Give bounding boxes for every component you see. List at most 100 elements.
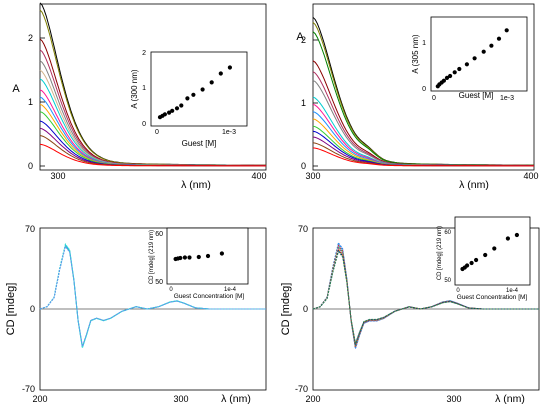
inset-plot: 0 1 0 1e-3 Guest [M] A (305 nm) [411,16,528,102]
inset-x-tick-label: 0 [169,287,173,293]
inset-y-tick-label: 60 [155,231,163,238]
inset-frame [454,216,531,286]
inset-y-tick-label: 1 [142,85,146,92]
cd-line [39,242,266,349]
inset-point [492,246,497,251]
y-tick-label: 0 [301,161,306,171]
inset-y-tick-label: 50 [444,278,451,284]
panel-uv-300: 2 1 0 300 400 A λ (nm) 0 1 2 0 1e-3 Gues… [12,2,267,191]
inset-x-tick-label: 1e-3 [222,129,236,136]
inset-point [209,80,214,85]
spectra-series [39,2,267,167]
inset-point [505,236,510,241]
x-tick-label: 300 [173,394,188,404]
cd-series [312,241,539,349]
inset-points [435,28,509,89]
inset-point [196,254,201,260]
inset-x-tick-label: 0 [155,129,159,136]
inset-frame [150,51,248,127]
inset-point [474,257,479,263]
inset-point [489,43,494,48]
inset-point [218,71,223,76]
y-tick-label: -70 [295,384,308,394]
y-tick-label: 2 [28,33,33,43]
x-axis-label: λ (nm) [181,179,211,191]
x-tick-label: 200 [305,394,320,404]
spectrum-line [312,136,534,167]
inset-y-tick-label: 60 [444,230,451,236]
x-tick-label: 300 [446,394,461,404]
plot-frame [312,3,535,171]
inset-point [481,49,486,54]
inset-point [504,28,509,33]
inset-points [173,251,224,262]
inset-y-tick-label: 50 [155,279,163,286]
inset-point [452,70,457,75]
y-tick-label: 70 [25,224,35,234]
inset-y-axis-label: CD [mdeg] (219 nm) [149,230,155,284]
inset-point [469,260,474,266]
inset-point [441,78,446,83]
inset-x-tick-label: 0 [432,95,436,102]
panel-uv-305: 2 1 0 300 400 A λ (nm) 0 1 0 1e-3 Guest … [296,3,539,191]
inset-x-axis-label: Guest [M] [182,139,217,148]
plot-frame [39,3,267,171]
inset-y-tick-label: 0 [142,121,146,128]
inset-y-axis-label: A (305 nm) [411,34,420,73]
x-tick-label: 300 [305,171,320,181]
y-tick-label: -70 [22,384,35,394]
y-axis-label: A [12,83,20,95]
inset-y-axis-label: A (300 nm) [130,69,139,108]
x-axis-label: λ (nm) [459,179,489,191]
inset-x-axis-label: Guest [M] [459,91,494,100]
y-tick-label: 1 [28,97,33,107]
x-tick-label: 400 [523,171,538,181]
y-axis-label: CD [mdeg] [5,283,17,336]
spectrum-line [312,96,534,167]
cd-line [312,249,539,347]
inset-points [460,232,520,272]
x-tick-label: 200 [32,394,47,404]
inset-points [157,65,232,120]
inset-point [465,263,470,268]
inset-point [448,73,453,79]
y-tick-label: 0 [30,304,35,314]
panel-cd-1: 70 0 -70 200 300 CD [mdeg] λ (nm) 60 50 … [5,224,267,405]
inset-x-tick-label: 1e-3 [500,95,514,102]
spectrum-line [312,147,534,167]
inset-x-axis-label: Guest Concentration [M] [174,293,245,300]
inset-point [205,253,211,259]
inset-point [162,112,167,117]
y-axis-label: A [296,31,304,43]
inset-point [170,108,175,113]
inset-point [464,62,469,67]
inset-x-tick-label: 0 [456,288,460,294]
inset-y-tick-label: 1 [422,40,426,47]
inset-point [496,36,502,41]
inset-y-tick-label: 0 [422,86,426,93]
x-tick-label: 300 [50,171,65,181]
x-axis-label: λ (nm) [495,393,525,405]
inset-point [187,255,192,260]
inset-point [483,252,488,258]
inset-point [174,106,180,111]
inset-x-tick-label: 1e-4 [224,287,237,293]
cd-line [312,241,539,349]
inset-x-tick-label: 1e-4 [506,288,519,294]
inset-point [219,251,224,256]
y-tick-label: 0 [28,161,33,171]
inset-point [185,96,190,101]
inset-point [444,75,450,80]
inset-x-axis-label: Guest Concentration [M] [457,294,528,301]
y-tick-label: 1 [301,98,306,108]
inset-point [227,65,232,70]
inset-point [167,110,172,115]
panel-cd-2: 70 0 -70 200 300 CD [mdeg] λ (nm) 60 50 … [280,216,540,405]
x-axis-label: λ (nm) [221,393,251,405]
inset-point [179,103,184,108]
inset-point [200,87,205,92]
inset-point [178,255,183,261]
y-axis-label: CD [mdeg] [280,283,292,336]
cd-line [39,245,266,347]
